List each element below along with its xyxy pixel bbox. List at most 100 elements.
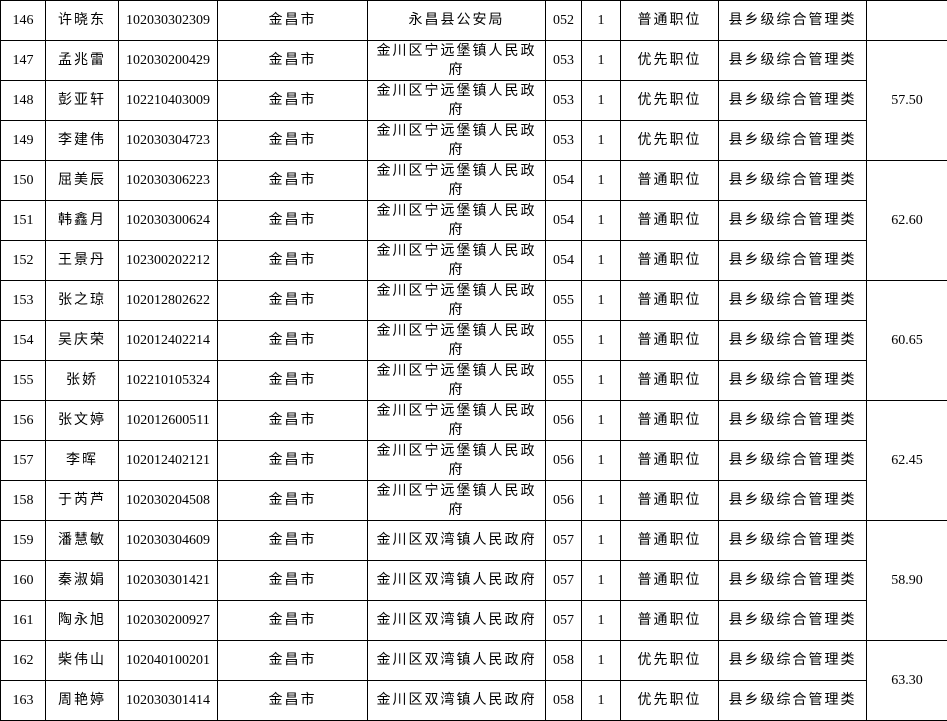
position-code: 056 (545, 480, 582, 521)
unit: 金川区宁远堡镇人民政府 (367, 160, 546, 201)
headcount: 1 (581, 640, 621, 681)
category: 县乡级综合管理类 (718, 640, 867, 681)
name: 孟兆雷 (45, 40, 119, 81)
exam-id: 102300202212 (118, 240, 218, 281)
position-type: 优先职位 (620, 80, 719, 121)
city: 金昌市 (217, 160, 368, 201)
exam-id: 102012600511 (118, 400, 218, 441)
unit: 金川区双湾镇人民政府 (367, 600, 546, 641)
name: 李晖 (45, 440, 119, 481)
unit: 金川区宁远堡镇人民政府 (367, 240, 546, 281)
index: 146 (0, 0, 46, 41)
score: 60.65 (866, 280, 947, 401)
score: 62.45 (866, 400, 947, 521)
index: 162 (0, 640, 46, 681)
position-type: 普通职位 (620, 520, 719, 561)
position-code: 054 (545, 240, 582, 281)
name: 许晓东 (45, 0, 119, 41)
unit: 金川区宁远堡镇人民政府 (367, 320, 546, 361)
position-type: 优先职位 (620, 680, 719, 721)
name: 彭亚轩 (45, 80, 119, 121)
index: 163 (0, 680, 46, 721)
position-code: 056 (545, 400, 582, 441)
position-code: 057 (545, 560, 582, 601)
position-code: 054 (545, 200, 582, 241)
position-type: 普通职位 (620, 480, 719, 521)
unit: 金川区宁远堡镇人民政府 (367, 280, 546, 321)
exam-id: 102030200429 (118, 40, 218, 81)
position-type: 优先职位 (620, 120, 719, 161)
category: 县乡级综合管理类 (718, 40, 867, 81)
name: 屈美辰 (45, 160, 119, 201)
position-code: 052 (545, 0, 582, 41)
category: 县乡级综合管理类 (718, 600, 867, 641)
city: 金昌市 (217, 240, 368, 281)
position-code: 057 (545, 520, 582, 561)
headcount: 1 (581, 680, 621, 721)
exam-id: 102012402214 (118, 320, 218, 361)
table-row: 150 屈美辰 102030306223 金昌市 金川区宁远堡镇人民政府 054 1 普通职位… (0, 160, 947, 281)
name: 李建伟 (45, 120, 119, 161)
headcount: 1 (581, 320, 621, 361)
unit: 金川区宁远堡镇人民政府 (367, 40, 546, 81)
position-type: 优先职位 (620, 40, 719, 81)
index: 155 (0, 360, 46, 401)
category: 县乡级综合管理类 (718, 520, 867, 561)
city: 金昌市 (217, 680, 368, 721)
unit: 金川区宁远堡镇人民政府 (367, 80, 546, 121)
headcount: 1 (581, 40, 621, 81)
table-row: 148 彭亚轩 102210403009 金昌市 金川区宁远堡镇人民政府 053 1 优先职位… (0, 80, 947, 121)
city: 金昌市 (217, 600, 368, 641)
score (866, 0, 947, 41)
name: 潘慧敏 (45, 520, 119, 561)
city: 金昌市 (217, 320, 368, 361)
unit: 金川区双湾镇人民政府 (367, 520, 546, 561)
index: 148 (0, 80, 46, 121)
score: 62.60 (866, 160, 947, 281)
table-row: 163 周艳婷 102030301414 金昌市 金川区双湾镇人民政府 058 1 优先职位县… (0, 680, 947, 721)
table-row: 151 韩鑫月 102030300624 金昌市 金川区宁远堡镇人民政府 054 1 普通职位… (0, 200, 947, 241)
score: 63.30 (866, 640, 947, 721)
unit: 金川区双湾镇人民政府 (367, 560, 546, 601)
score: 58.90 (866, 520, 947, 641)
city: 金昌市 (217, 360, 368, 401)
exam-id: 102030200927 (118, 600, 218, 641)
table-row: 156 张文婷 102012600511 金昌市 金川区宁远堡镇人民政府 056 1 普通职位… (0, 400, 947, 521)
position-code: 053 (545, 80, 582, 121)
exam-id: 102030302309 (118, 0, 218, 41)
position-type: 普通职位 (620, 320, 719, 361)
position-type: 普通职位 (620, 240, 719, 281)
name: 王景丹 (45, 240, 119, 281)
unit: 金川区宁远堡镇人民政府 (367, 400, 546, 441)
category: 县乡级综合管理类 (718, 200, 867, 241)
position-code: 058 (545, 680, 582, 721)
table-row: 154 吴庆荣 102012402214 金昌市 金川区宁远堡镇人民政府 055 1 普通职位… (0, 320, 947, 361)
city: 金昌市 (217, 480, 368, 521)
unit: 金川区宁远堡镇人民政府 (367, 440, 546, 481)
table-row: 158 于芮芦 102030204508 金昌市 金川区宁远堡镇人民政府 056 1 普通职位… (0, 480, 947, 521)
city: 金昌市 (217, 400, 368, 441)
headcount: 1 (581, 360, 621, 401)
position-type: 普通职位 (620, 280, 719, 321)
index: 152 (0, 240, 46, 281)
position-code: 053 (545, 120, 582, 161)
exam-id: 102030204508 (118, 480, 218, 521)
city: 金昌市 (217, 440, 368, 481)
index: 156 (0, 400, 46, 441)
category: 县乡级综合管理类 (718, 160, 867, 201)
position-code: 055 (545, 280, 582, 321)
table-row: 147 孟兆雷 102030200429 金昌市 金川区宁远堡镇人民政府 053 1 优先职位… (0, 40, 947, 161)
city: 金昌市 (217, 40, 368, 81)
headcount: 1 (581, 600, 621, 641)
position-code: 055 (545, 360, 582, 401)
category: 县乡级综合管理类 (718, 280, 867, 321)
name: 秦淑娟 (45, 560, 119, 601)
position-type: 优先职位 (620, 640, 719, 681)
table-row: 162 柴伟山 102040100201 金昌市 金川区双湾镇人民政府 058 1 优先职位县… (0, 640, 947, 721)
category: 县乡级综合管理类 (718, 0, 867, 41)
headcount: 1 (581, 400, 621, 441)
exam-id: 102210403009 (118, 80, 218, 121)
city: 金昌市 (217, 640, 368, 681)
table-row: 159 潘慧敏 102030304609 金昌市 金川区双湾镇人民政府 057 1 普通职位县… (0, 520, 947, 641)
